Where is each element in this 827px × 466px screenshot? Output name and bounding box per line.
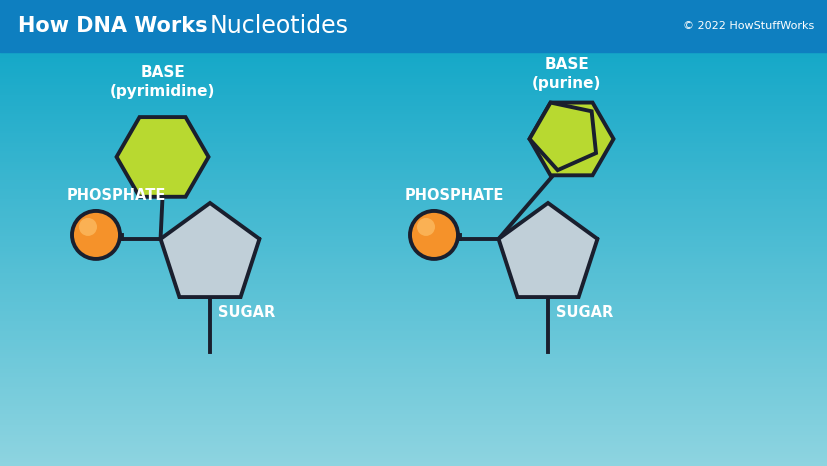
Text: SUGAR: SUGAR bbox=[218, 305, 275, 320]
Text: How DNA Works: How DNA Works bbox=[18, 16, 208, 36]
Text: BASE
(purine): BASE (purine) bbox=[531, 57, 600, 90]
Polygon shape bbox=[117, 117, 208, 197]
Circle shape bbox=[72, 211, 120, 259]
Polygon shape bbox=[529, 103, 595, 170]
Circle shape bbox=[417, 218, 434, 236]
Text: Nucleotides: Nucleotides bbox=[210, 14, 348, 38]
Text: PHOSPHATE: PHOSPHATE bbox=[67, 188, 166, 203]
Text: © 2022 HowStuffWorks: © 2022 HowStuffWorks bbox=[682, 21, 813, 31]
Circle shape bbox=[409, 211, 457, 259]
Text: BASE
(pyrimidine): BASE (pyrimidine) bbox=[110, 65, 215, 99]
Polygon shape bbox=[160, 203, 259, 297]
Polygon shape bbox=[498, 203, 597, 297]
Text: SUGAR: SUGAR bbox=[555, 305, 613, 320]
Text: PHOSPHATE: PHOSPHATE bbox=[404, 188, 504, 203]
Circle shape bbox=[79, 218, 97, 236]
Polygon shape bbox=[529, 103, 613, 175]
